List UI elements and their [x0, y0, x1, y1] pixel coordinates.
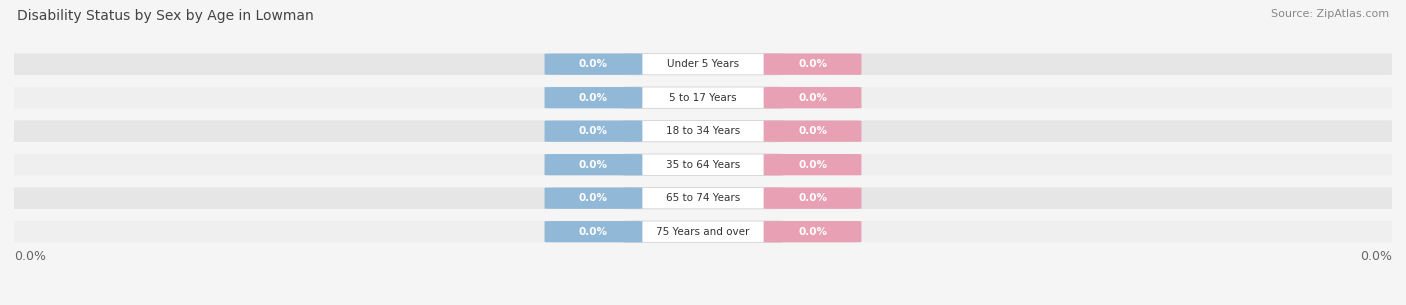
FancyBboxPatch shape	[4, 187, 1402, 209]
FancyBboxPatch shape	[763, 221, 862, 242]
FancyBboxPatch shape	[763, 154, 862, 175]
FancyBboxPatch shape	[4, 53, 1402, 75]
Text: 0.0%: 0.0%	[579, 193, 607, 203]
Text: 0.0%: 0.0%	[14, 250, 46, 263]
Text: Under 5 Years: Under 5 Years	[666, 59, 740, 69]
Text: 0.0%: 0.0%	[799, 160, 827, 170]
Text: 0.0%: 0.0%	[579, 93, 607, 103]
Text: 0.0%: 0.0%	[1360, 250, 1392, 263]
Text: 0.0%: 0.0%	[799, 59, 827, 69]
Text: 0.0%: 0.0%	[799, 227, 827, 237]
FancyBboxPatch shape	[544, 120, 643, 142]
FancyBboxPatch shape	[544, 154, 643, 175]
Text: 35 to 64 Years: 35 to 64 Years	[666, 160, 740, 170]
FancyBboxPatch shape	[763, 87, 862, 108]
Text: 0.0%: 0.0%	[799, 126, 827, 136]
FancyBboxPatch shape	[763, 53, 862, 75]
Text: Source: ZipAtlas.com: Source: ZipAtlas.com	[1271, 9, 1389, 19]
FancyBboxPatch shape	[623, 87, 783, 108]
FancyBboxPatch shape	[763, 120, 862, 142]
Text: 65 to 74 Years: 65 to 74 Years	[666, 193, 740, 203]
Text: 0.0%: 0.0%	[579, 227, 607, 237]
FancyBboxPatch shape	[623, 53, 783, 75]
Text: 0.0%: 0.0%	[579, 59, 607, 69]
FancyBboxPatch shape	[623, 120, 783, 142]
FancyBboxPatch shape	[544, 221, 643, 242]
FancyBboxPatch shape	[544, 87, 643, 108]
Text: Disability Status by Sex by Age in Lowman: Disability Status by Sex by Age in Lowma…	[17, 9, 314, 23]
Text: 75 Years and over: 75 Years and over	[657, 227, 749, 237]
FancyBboxPatch shape	[4, 120, 1402, 142]
FancyBboxPatch shape	[544, 188, 643, 209]
FancyBboxPatch shape	[544, 53, 643, 75]
FancyBboxPatch shape	[623, 221, 783, 242]
FancyBboxPatch shape	[4, 221, 1402, 242]
FancyBboxPatch shape	[623, 154, 783, 175]
Text: 0.0%: 0.0%	[579, 126, 607, 136]
Text: 18 to 34 Years: 18 to 34 Years	[666, 126, 740, 136]
FancyBboxPatch shape	[4, 154, 1402, 175]
FancyBboxPatch shape	[623, 188, 783, 209]
FancyBboxPatch shape	[4, 87, 1402, 109]
Text: 0.0%: 0.0%	[579, 160, 607, 170]
Text: 5 to 17 Years: 5 to 17 Years	[669, 93, 737, 103]
Text: 0.0%: 0.0%	[799, 93, 827, 103]
Text: 0.0%: 0.0%	[799, 193, 827, 203]
FancyBboxPatch shape	[763, 188, 862, 209]
